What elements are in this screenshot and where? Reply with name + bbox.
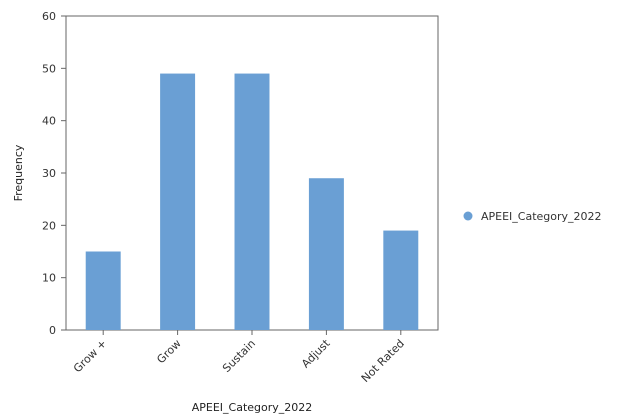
x-axis-title: APEEI_Category_2022 <box>192 401 313 414</box>
x-axis: Grow + Grow Sustain Adjust Not Rated <box>71 330 407 385</box>
x-tick-label: Grow <box>154 337 183 366</box>
bars-group <box>85 73 419 331</box>
x-tick-label: Sustain <box>220 337 258 375</box>
legend-label: APEEI_Category_2022 <box>481 210 602 223</box>
x-tick-label: Grow + <box>71 337 109 375</box>
y-tick-label: 0 <box>49 324 56 337</box>
y-tick-label: 50 <box>42 62 56 75</box>
y-axis: 0 10 20 30 40 50 60 <box>42 10 66 337</box>
legend: APEEI_Category_2022 <box>463 210 602 223</box>
y-axis-title: Frequency <box>12 144 25 201</box>
bar <box>160 73 196 331</box>
y-tick-label: 30 <box>42 167 56 180</box>
x-tick-label: Adjust <box>299 336 333 370</box>
y-tick-label: 60 <box>42 10 56 23</box>
bar <box>234 73 270 331</box>
y-tick-label: 10 <box>42 272 56 285</box>
x-tick-label: Not Rated <box>359 337 407 385</box>
bar <box>308 178 344 330</box>
bar <box>383 230 419 330</box>
y-tick-label: 40 <box>42 115 56 128</box>
y-tick-label: 20 <box>42 219 56 232</box>
bar <box>85 251 121 330</box>
legend-swatch <box>463 211 473 221</box>
